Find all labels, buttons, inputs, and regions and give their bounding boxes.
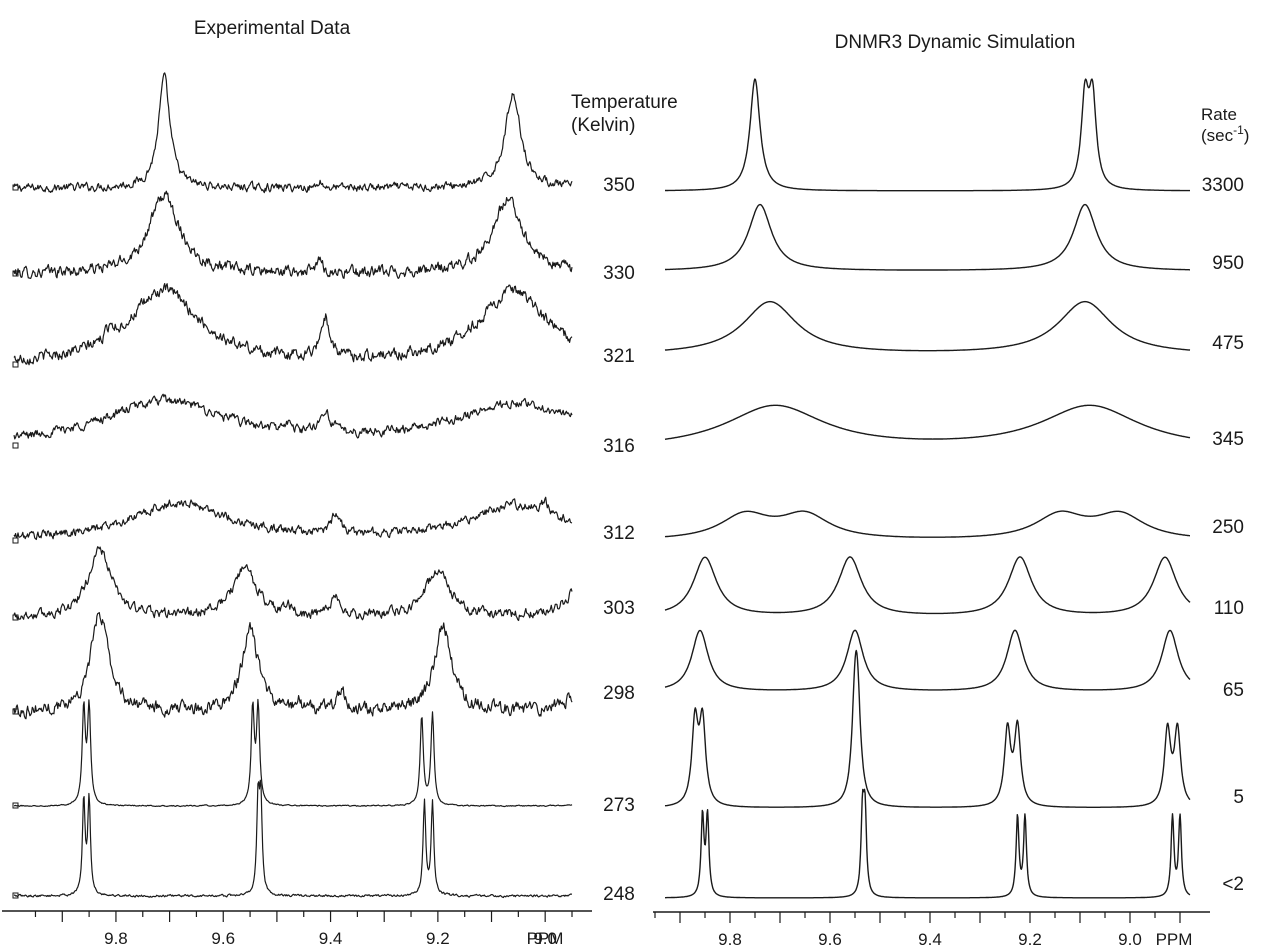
rate-label: 345 bbox=[1212, 429, 1244, 450]
tick-label: 9.8 bbox=[718, 930, 742, 949]
axis-label: PPM bbox=[1156, 930, 1193, 949]
baseline-marker bbox=[12, 802, 19, 809]
experimental-title: Experimental Data bbox=[194, 18, 351, 39]
rate-label: 250 bbox=[1212, 517, 1244, 538]
temperature-label: 330 bbox=[603, 263, 635, 284]
rate-label: 950 bbox=[1212, 253, 1244, 274]
simulation-traces bbox=[664, 78, 1191, 899]
rate-labels: 3300 950 475 345 250 110 65 5 <2 bbox=[1202, 175, 1244, 895]
temperature-label: 312 bbox=[603, 523, 635, 544]
simulation-trace-475 bbox=[664, 300, 1191, 352]
tick-label: 9.6 bbox=[818, 930, 842, 949]
baseline-marker bbox=[12, 184, 19, 191]
experimental-trace-303 bbox=[13, 546, 573, 622]
baseline-marker bbox=[12, 537, 19, 544]
experimental-traces bbox=[12, 72, 573, 899]
experimental-trace-316 bbox=[13, 393, 573, 440]
baseline-marker bbox=[12, 708, 19, 715]
tick-label: 9.0 bbox=[533, 929, 557, 948]
temperature-header: Temperature (Kelvin) bbox=[571, 92, 683, 136]
baseline-marker bbox=[12, 892, 19, 899]
tick-label: 9.2 bbox=[1018, 930, 1042, 949]
experimental-trace-273 bbox=[13, 698, 573, 808]
experimental-trace-312 bbox=[13, 496, 573, 541]
experimental-trace-321 bbox=[13, 283, 573, 366]
simulation-trace-65 bbox=[664, 629, 1191, 691]
rate-label: 110 bbox=[1214, 598, 1244, 619]
simulation-trace-<2 bbox=[664, 788, 1191, 899]
tick-label: 9.6 bbox=[211, 929, 235, 948]
experimental-trace-350 bbox=[13, 72, 573, 194]
simulation-trace-345 bbox=[664, 404, 1191, 440]
tick-label: 9.4 bbox=[319, 929, 343, 948]
rate-label: 475 bbox=[1212, 333, 1244, 354]
tick-label: 9.8 bbox=[104, 929, 128, 948]
simulation-x-axis: 9.8 9.6 9.4 9.2 9.0 PPM bbox=[653, 911, 1210, 949]
tick-label: 9.0 bbox=[1118, 930, 1142, 949]
simulation-trace-5 bbox=[664, 649, 1191, 808]
rate-label: 65 bbox=[1223, 680, 1244, 701]
experimental-trace-298 bbox=[13, 612, 573, 720]
temperature-labels: 350 330 321 316 312 303 298 273 248 bbox=[603, 175, 635, 905]
temperature-label: 303 bbox=[603, 598, 635, 619]
temperature-label: 298 bbox=[603, 683, 635, 704]
simulation-title: DNMR3 Dynamic Simulation bbox=[835, 32, 1076, 53]
rate-header: Rate (sec-1) bbox=[1201, 105, 1249, 145]
simulation-trace-250 bbox=[664, 510, 1191, 538]
experimental-trace-248 bbox=[13, 779, 573, 899]
temperature-label: 248 bbox=[603, 884, 635, 905]
baseline-marker bbox=[12, 442, 19, 449]
simulation-trace-3300 bbox=[664, 78, 1191, 192]
simulation-trace-110 bbox=[664, 556, 1191, 615]
tick-label: 9.2 bbox=[426, 929, 450, 948]
temperature-label: 350 bbox=[603, 175, 635, 196]
temperature-label: 321 bbox=[603, 346, 635, 367]
tick-label: 9.4 bbox=[918, 930, 942, 949]
baseline-marker bbox=[12, 361, 19, 368]
axis-label: PPM bbox=[527, 929, 564, 948]
rate-label: <2 bbox=[1222, 874, 1244, 895]
rate-label: 3300 bbox=[1202, 175, 1244, 196]
rate-label: 5 bbox=[1233, 787, 1244, 808]
temperature-label: 273 bbox=[603, 795, 635, 816]
temperature-label: 316 bbox=[603, 436, 635, 457]
baseline-marker bbox=[12, 270, 19, 277]
simulation-trace-950 bbox=[664, 203, 1191, 271]
experimental-trace-330 bbox=[13, 190, 573, 279]
baseline-marker bbox=[12, 614, 19, 621]
